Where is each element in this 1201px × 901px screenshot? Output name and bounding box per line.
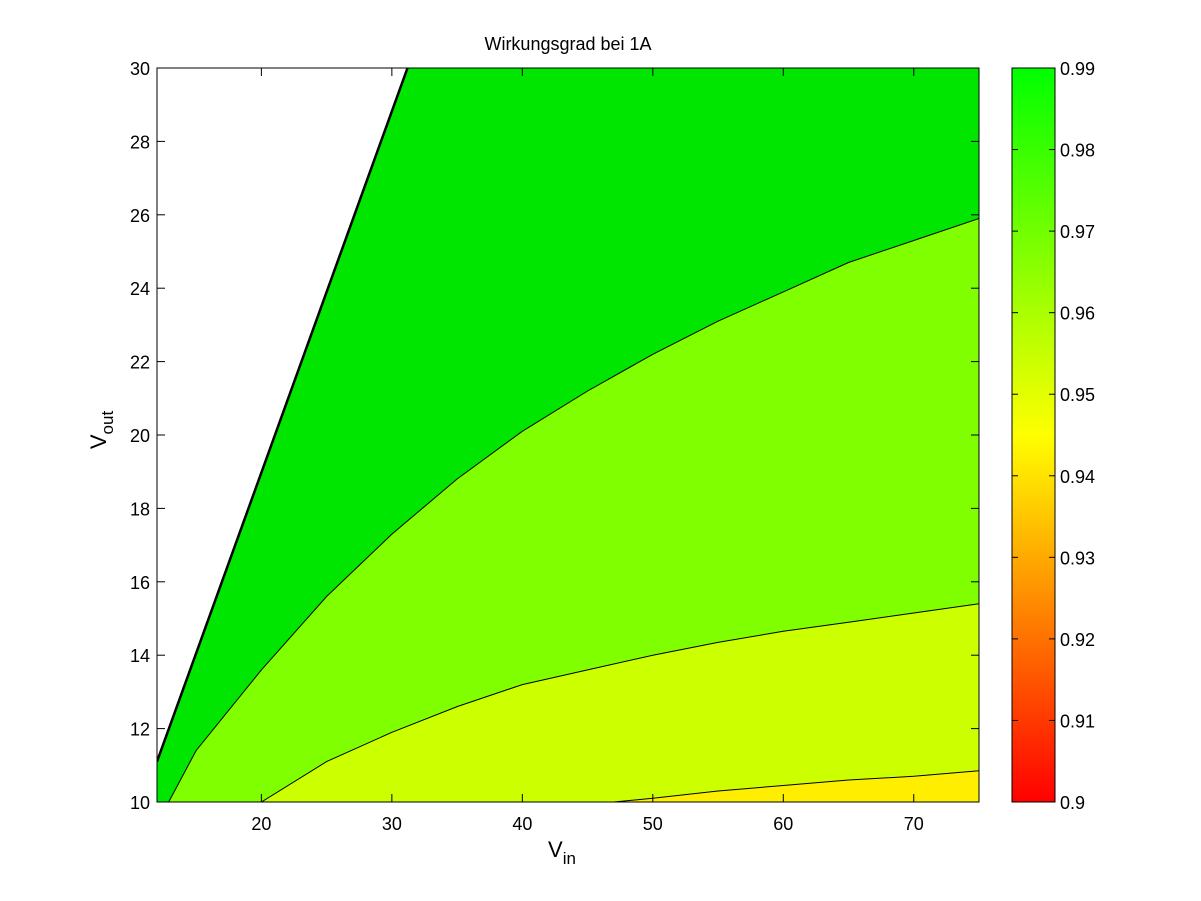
x-tick-label: 20 [251, 814, 271, 834]
y-tick-label: 26 [130, 206, 150, 226]
colorbar-tick-label: 0.96 [1060, 304, 1095, 324]
y-tick-label: 22 [130, 353, 150, 373]
y-tick-label: 30 [130, 59, 150, 79]
x-tick-label: 70 [904, 814, 924, 834]
x-tick-label: 50 [643, 814, 663, 834]
colorbar-ticks: 0.9 0.91 0.92 0.93 0.94 0.95 0.96 0.97 0.98 0.99 [1012, 59, 1095, 813]
contour-line-0.98 [168, 218, 979, 802]
chart-title: Wirkungsgrad bei 1A [484, 34, 651, 54]
y-axis-label: Vout [86, 411, 117, 450]
y-tick-label: 28 [130, 132, 150, 152]
colorbar-tick-label: 0.95 [1060, 385, 1095, 405]
boundary-line [157, 68, 409, 763]
colorbar-tick-label: 0.91 [1060, 711, 1095, 731]
y-tick-label: 24 [130, 279, 150, 299]
x-tick-label: 40 [512, 814, 532, 834]
y-tick-label: 18 [130, 499, 150, 519]
y-tick-label: 16 [130, 573, 150, 593]
colorbar-tick-label: 0.99 [1060, 59, 1095, 79]
y-axis-label-sub: out [98, 411, 117, 435]
plot-axes: 20 30 40 50 60 70 10 12 14 16 18 20 22 24 26 28 30 [130, 59, 980, 834]
x-axis-label-sub: in [563, 849, 576, 868]
colorbar-tick-label: 0.98 [1060, 141, 1095, 161]
colorbar-tick-label: 0.97 [1060, 222, 1095, 242]
x-axis-label-main: V [548, 837, 563, 862]
x-tick-label: 30 [382, 814, 402, 834]
y-tick-label: 20 [130, 426, 150, 446]
contour-fills [157, 68, 979, 802]
y-tick-label: 10 [130, 793, 150, 813]
contour-line-0.97 [261, 603, 979, 802]
colorbar-tick-label: 0.92 [1060, 630, 1095, 650]
colorbar-tick-label: 0.94 [1060, 467, 1095, 487]
y-tick-label: 12 [130, 720, 150, 740]
x-tick-label: 60 [773, 814, 793, 834]
colorbar-tick-label: 0.9 [1060, 793, 1085, 813]
y-axis-label-main: V [86, 434, 111, 449]
region-above-0.98 [157, 68, 979, 802]
y-tick-label: 14 [130, 646, 150, 666]
colorbar [1011, 67, 1056, 803]
colorbar-tick-label: 0.93 [1060, 548, 1095, 568]
x-axis-label: Vin [548, 837, 576, 868]
